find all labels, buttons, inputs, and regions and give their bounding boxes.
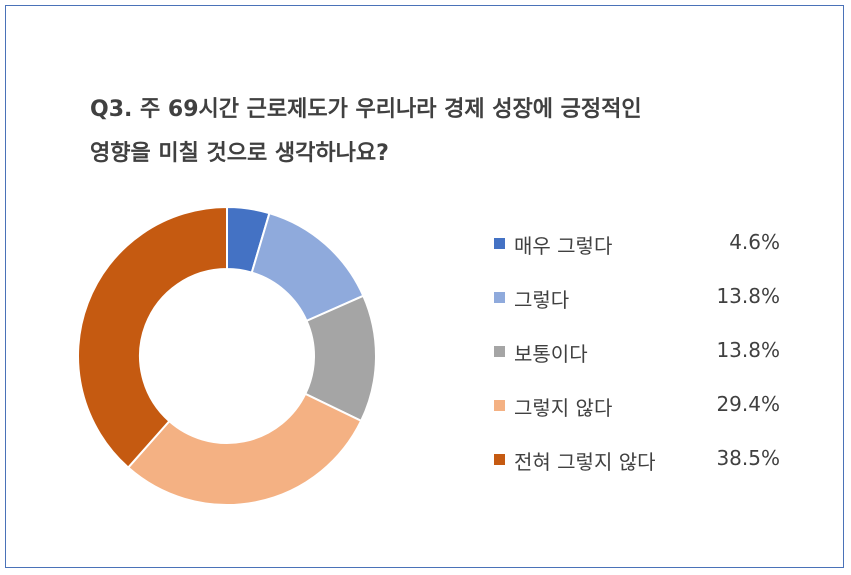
legend-item: 보통이다 13.8% xyxy=(494,336,794,366)
legend-swatch xyxy=(494,346,505,357)
legend-label: 그렇지 않다 xyxy=(514,396,613,420)
legend-label: 보통이다 xyxy=(514,342,588,366)
donut-slice-5 xyxy=(77,205,228,469)
legend-item: 전혀 그렇지 않다 38.5% xyxy=(494,444,794,474)
legend-value: 13.8% xyxy=(716,338,780,362)
legend-value: 4.6% xyxy=(729,230,780,254)
legend-swatch xyxy=(494,238,505,249)
legend-label: 매우 그렇다 xyxy=(514,234,613,258)
legend-swatch xyxy=(494,454,505,465)
legend-swatch xyxy=(494,292,505,303)
legend-value: 29.4% xyxy=(716,392,780,416)
legend-label: 그렇다 xyxy=(514,288,570,312)
legend-item: 그렇지 않다 29.4% xyxy=(494,390,794,420)
legend-value: 13.8% xyxy=(716,284,780,308)
donut-slice-4 xyxy=(126,392,363,506)
legend-value: 38.5% xyxy=(716,446,780,470)
chart-title-line-2: 영향을 미칠 것으로 생각하나요? xyxy=(90,141,389,166)
chart-title-line-1: Q3. 주 69시간 근로제도가 우리나라 경제 성장에 긍정적인 xyxy=(90,97,642,122)
legend-item: 그렇다 13.8% xyxy=(494,282,794,312)
chart-title: Q3. 주 69시간 근로제도가 우리나라 경제 성장에 긍정적인 영향을 미칠… xyxy=(90,88,790,176)
donut-chart xyxy=(77,205,377,506)
legend-swatch xyxy=(494,400,505,411)
legend-item: 매우 그렇다 4.6% xyxy=(494,228,794,258)
legend-label: 전혀 그렇지 않다 xyxy=(514,450,656,474)
